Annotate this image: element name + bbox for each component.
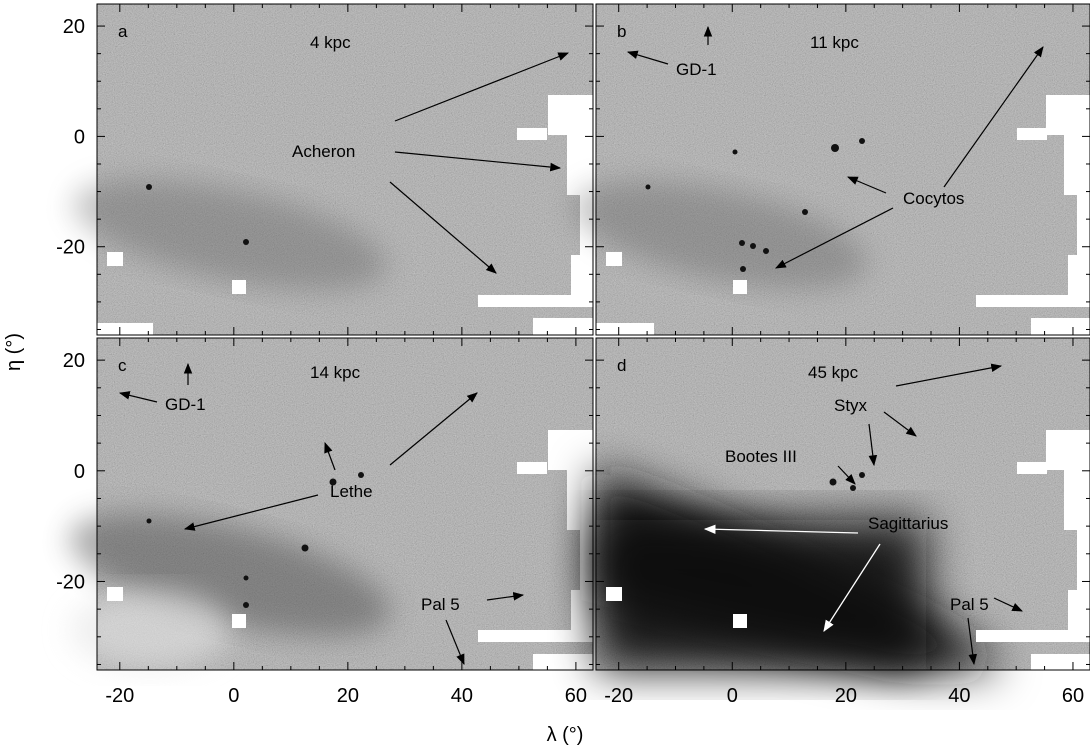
panel-b-letter: b <box>617 22 626 41</box>
gd1-arrow <box>626 50 669 65</box>
panel-a-dark-band <box>73 179 387 291</box>
cocytos-arrow <box>847 176 887 194</box>
bootes-label: Bootes III <box>725 447 797 466</box>
pal5-arrow <box>993 597 1023 612</box>
x-tick-label: 40 <box>948 685 970 707</box>
y-tick-label: 0 <box>74 126 85 148</box>
pal5-arrow <box>445 619 465 665</box>
panel-d-letter: d <box>617 356 626 375</box>
y-tick-label: -20 <box>56 237 85 259</box>
x-tick-label: 0 <box>727 685 738 707</box>
pal5-label: Pal 5 <box>421 595 460 614</box>
x-tick-label: 20 <box>337 685 359 707</box>
y-tick-label: 20 <box>63 16 85 38</box>
x-tick-label: 60 <box>1062 685 1084 707</box>
x-tick-label: -20 <box>604 685 633 707</box>
panel-a-cluster <box>146 184 152 190</box>
pal5-arrow <box>967 617 978 666</box>
lethe-label: Lethe <box>330 482 373 501</box>
panel-d-clusters <box>829 472 865 491</box>
panel-a-distance: 4 kpc <box>310 33 351 52</box>
cocytos-arrow <box>943 46 1044 188</box>
annotation-labels: Acheron GD-1 Cocytos GD-1 Lethe Pal 5 St… <box>165 60 989 614</box>
axis-ticks <box>97 4 1090 670</box>
y-axis-title: η (°) <box>3 333 25 371</box>
x-tick-label: -20 <box>105 685 134 707</box>
x-tick-label: 40 <box>451 685 473 707</box>
y-tick-label: 0 <box>74 461 85 483</box>
annotation-arrows-black <box>118 25 1044 666</box>
y-tick-label: -20 <box>56 571 85 593</box>
sagittarius-arrow <box>823 543 881 632</box>
panel-d-footprint-mask <box>606 430 1090 670</box>
panel-b-grain <box>596 4 1090 335</box>
panel-c-letter: c <box>118 356 127 375</box>
panel-c: c 14 kpc <box>69 338 593 670</box>
x-axis-title: λ (°) <box>547 724 584 746</box>
pal5-arrow <box>486 592 525 601</box>
panel-c-footprint-mask <box>107 430 593 670</box>
annotation-arrows-white <box>703 524 881 632</box>
bootes-arrow <box>837 465 856 485</box>
x-tick-label: 0 <box>228 685 239 707</box>
pal5-label: Pal 5 <box>950 595 989 614</box>
axis-tick-labels: -20 -20 0 0 20 20 40 40 60 60 20 20 0 0 -20 -20 <box>56 16 1084 707</box>
panel-c-clusters <box>146 472 364 608</box>
panel-a-letter: a <box>118 22 128 41</box>
panel-b-dark-band <box>572 181 868 289</box>
styx-arrow <box>895 363 1003 387</box>
y-tick-label: 20 <box>63 350 85 372</box>
gd1-arrow <box>118 391 158 403</box>
panel-b: b 11 kpc <box>572 4 1090 335</box>
x-tick-label: 60 <box>565 685 587 707</box>
sagittarius-arrow <box>703 524 859 534</box>
panel-c-distance: 14 kpc <box>310 363 361 382</box>
acheron-arrow <box>394 52 570 122</box>
x-tick-label: 20 <box>835 685 857 707</box>
panel-a: a 4 kpc <box>73 4 593 335</box>
panel-d-distance: 45 kpc <box>808 363 859 382</box>
lethe-arrow <box>389 392 478 466</box>
panel-a-cluster <box>243 239 249 245</box>
panel-d-sagittarius-core <box>596 520 926 670</box>
panel-c-light-region <box>70 590 230 670</box>
lethe-arrow <box>183 494 319 531</box>
sagittarius-label: Sagittarius <box>868 514 948 533</box>
styx-arrow <box>868 423 878 467</box>
panel-b-footprint-mask <box>596 95 1090 335</box>
gd1-label: GD-1 <box>676 60 717 79</box>
panel-b-clusters <box>645 138 865 272</box>
gd1-label: GD-1 <box>165 395 206 414</box>
panel-d: d 45 kpc <box>596 338 1090 670</box>
styx-arrow <box>883 411 917 437</box>
acheron-label: Acheron <box>292 142 355 161</box>
panel-c-dark-band <box>69 513 391 637</box>
panel-frames <box>96 3 1090 671</box>
cocytos-label: Cocytos <box>903 189 964 208</box>
acheron-arrow <box>394 151 562 172</box>
panel-b-distance: 11 kpc <box>810 33 859 52</box>
cocytos-arrow <box>775 207 894 269</box>
styx-label: Styx <box>834 396 868 415</box>
acheron-arrow <box>389 181 497 274</box>
lethe-arrow <box>324 441 336 471</box>
